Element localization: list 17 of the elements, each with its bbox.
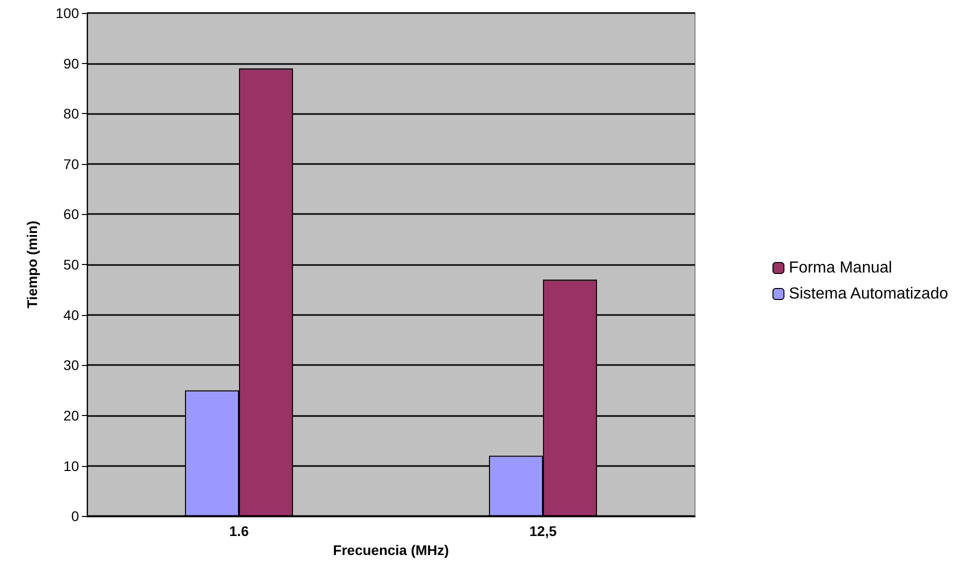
y-tick-label: 100 — [56, 5, 80, 21]
x-axis-title: Frecuencia (MHz) — [333, 542, 449, 558]
y-tick-label: 40 — [63, 306, 80, 323]
y-tick-label: 10 — [63, 458, 80, 474]
y-tick-label: 0 — [71, 508, 80, 524]
legend-label: Sistema Automatizado — [788, 286, 948, 302]
legend-label: Forma Manual — [788, 260, 892, 276]
y-axis-title: Tiempo (min) — [24, 220, 40, 308]
y-tick-label: 90 — [63, 55, 80, 72]
y-tick-label: 50 — [63, 256, 80, 273]
y-tick-label: 20 — [63, 407, 80, 424]
y-tick-label: 30 — [63, 357, 80, 374]
y-tick-label: 60 — [63, 206, 80, 222]
x-tick-label: 12,5 — [529, 523, 557, 540]
y-tick-label: 70 — [63, 156, 80, 172]
y-tick-label: 80 — [63, 106, 80, 122]
x-tick-label: 1.6 — [229, 523, 249, 540]
